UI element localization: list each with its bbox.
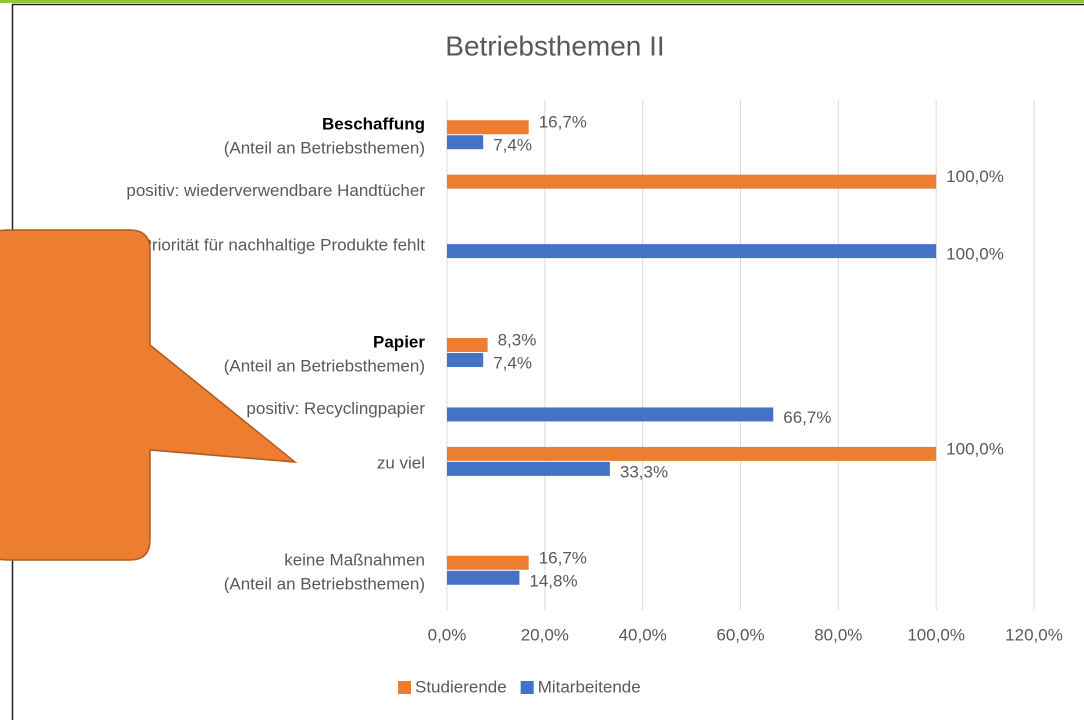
- bar: [447, 461, 610, 476]
- data-label: 7,4%: [493, 136, 532, 155]
- bar: [447, 135, 484, 150]
- x-tick-label: 80,0%: [814, 625, 862, 644]
- callout-bubble: [0, 229, 298, 561]
- legend-swatch: [398, 681, 411, 694]
- y-tick-label: (Anteil an Betriebsthemen): [224, 139, 425, 158]
- data-label: 14,8%: [529, 571, 577, 590]
- bar: [447, 446, 937, 461]
- data-label: 100,0%: [946, 439, 1004, 458]
- y-tick-label: zu viel: [377, 453, 425, 472]
- data-label: 8,3%: [498, 330, 537, 349]
- top-border: [0, 0, 1084, 3]
- y-tick-label: Priorität für nachhaltige Produkte fehlt: [141, 236, 426, 255]
- y-tick-label: positiv: Recyclingpapier: [246, 399, 425, 418]
- y-tick-label: Papier: [373, 332, 425, 351]
- legend-label: Studierende: [415, 677, 507, 696]
- chart-title: Betriebsthemen II: [445, 30, 664, 61]
- bar: [447, 353, 484, 367]
- bar: [447, 338, 488, 352]
- x-tick-label: 0,0%: [428, 625, 467, 644]
- y-tick-label: positiv: wiederverwendbare Handtücher: [126, 181, 425, 200]
- x-tick-label: 40,0%: [619, 625, 667, 644]
- data-label: 16,7%: [539, 548, 587, 567]
- x-tick-label: 120,0%: [1005, 625, 1063, 644]
- legend-swatch: [520, 681, 534, 694]
- bar: [447, 174, 937, 189]
- data-label: 33,3%: [620, 462, 668, 481]
- bar: [447, 570, 520, 585]
- data-label: 66,7%: [783, 408, 831, 427]
- data-label: 16,7%: [539, 113, 587, 132]
- y-tick-label: Beschaffung: [322, 115, 425, 134]
- x-tick-label: 100,0%: [907, 625, 965, 644]
- data-label: 100,0%: [946, 245, 1004, 264]
- legend-label: Mitarbeitende: [538, 677, 641, 696]
- bar: [447, 244, 937, 259]
- data-label: 7,4%: [493, 353, 532, 372]
- x-tick-label: 60,0%: [716, 625, 764, 644]
- y-tick-label: (Anteil an Betriebsthemen): [224, 574, 425, 593]
- y-tick-label: (Anteil an Betriebsthemen): [224, 356, 425, 375]
- y-tick-label: keine Maßnahmen: [284, 550, 425, 569]
- bar: [447, 407, 774, 422]
- x-tick-label: 20,0%: [521, 625, 569, 644]
- bar: [447, 120, 529, 135]
- data-label: 100,0%: [946, 167, 1004, 186]
- bar: [447, 555, 529, 570]
